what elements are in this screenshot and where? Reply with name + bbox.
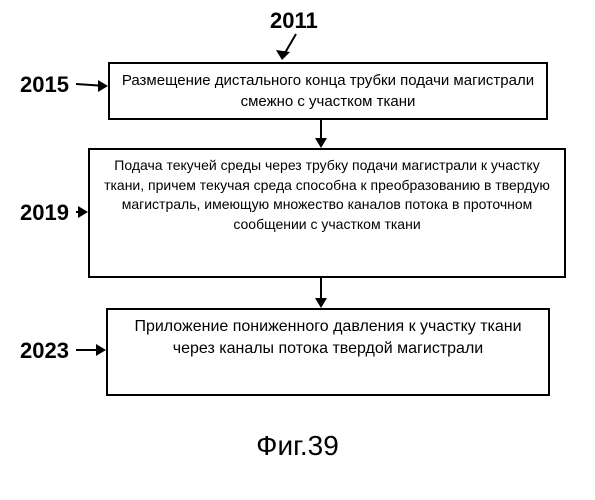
- flowchart-container: 2011 2015 Размещение дистального конца т…: [0, 0, 595, 500]
- box-1-text: Размещение дистального конца трубки пода…: [122, 72, 534, 110]
- arrow-1-head: [315, 138, 327, 148]
- flowchart-box-3: Приложение пониженного давления к участк…: [106, 308, 550, 396]
- box-2-text: Подача текучей среды через трубку подачи…: [104, 157, 550, 232]
- figure-main-ref: 2011: [270, 8, 318, 34]
- flowchart-box-1: Размещение дистального конца трубки пода…: [108, 62, 548, 120]
- box-ref-3: 2023: [20, 338, 69, 364]
- arrow-2-head: [315, 298, 327, 308]
- figure-caption: Фиг.39: [0, 430, 595, 462]
- box-3-text: Приложение пониженного давления к участк…: [134, 318, 521, 357]
- arrow-1-line: [320, 120, 322, 138]
- flowchart-box-2: Подача текучей среды через трубку подачи…: [88, 148, 566, 278]
- box-ref-1: 2015: [20, 72, 69, 98]
- arrow-2-line: [320, 278, 322, 298]
- box-ref-2: 2019: [20, 200, 69, 226]
